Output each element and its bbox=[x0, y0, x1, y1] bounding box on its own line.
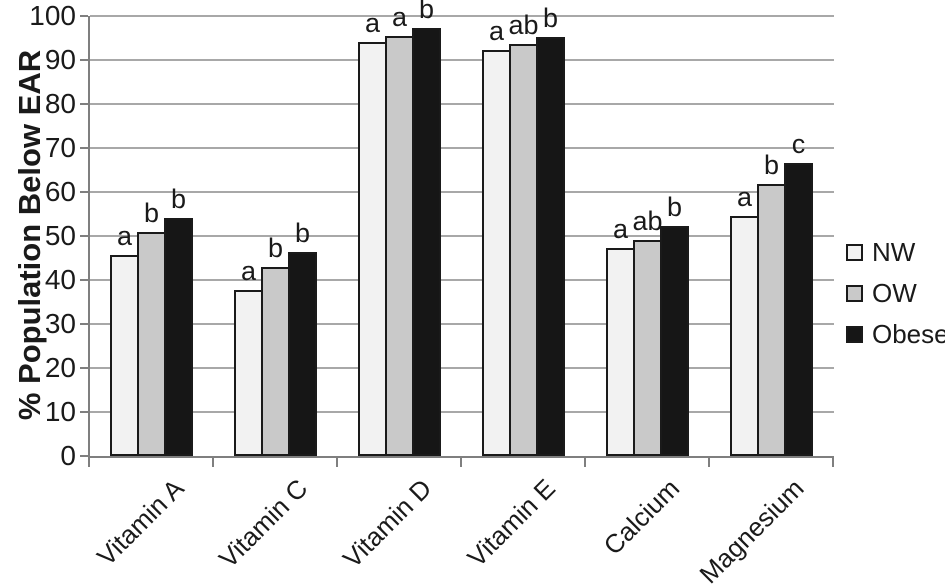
sig-letter: b bbox=[170, 184, 187, 215]
legend-swatch-nw bbox=[846, 243, 863, 261]
bar-obese-magnesium bbox=[784, 163, 813, 456]
y-tick-label: 100 bbox=[29, 0, 76, 31]
x-axis-tick bbox=[212, 458, 214, 467]
sig-letter: a bbox=[488, 15, 505, 46]
y-axis-tick bbox=[80, 235, 88, 237]
x-axis-tick bbox=[336, 458, 338, 467]
y-axis-line bbox=[88, 16, 90, 458]
legend: NW OW Obese bbox=[846, 236, 945, 359]
gridline bbox=[90, 59, 834, 61]
sig-letter: b bbox=[418, 0, 435, 25]
y-axis-tick bbox=[80, 191, 88, 193]
y-axis-tick bbox=[80, 367, 88, 369]
y-axis-tick bbox=[80, 59, 88, 61]
sig-letter: b bbox=[143, 198, 160, 229]
y-tick-label: 20 bbox=[44, 352, 76, 383]
gridline bbox=[90, 147, 834, 149]
x-category-label-vitamin-e: Vitamin E bbox=[461, 473, 562, 573]
y-tick-label: 70 bbox=[44, 132, 76, 163]
gridline bbox=[90, 367, 834, 369]
y-tick-label: 30 bbox=[44, 308, 76, 339]
bar-nw-vitamin-a bbox=[110, 254, 139, 456]
gridline bbox=[90, 323, 834, 325]
x-axis-tick bbox=[708, 458, 710, 467]
y-axis-tick bbox=[80, 103, 88, 105]
y-tick-label: 60 bbox=[44, 176, 76, 207]
bar-nw-calcium bbox=[606, 247, 635, 456]
legend-label-ow: OW bbox=[872, 278, 917, 308]
gridline bbox=[90, 411, 834, 413]
y-tick-label: 40 bbox=[44, 264, 76, 295]
sig-letter: c bbox=[791, 129, 806, 160]
y-tick-label: 0 bbox=[60, 440, 76, 471]
x-axis-line bbox=[88, 456, 834, 458]
sig-letter: b bbox=[542, 2, 559, 33]
bar-nw-vitamin-c bbox=[234, 289, 263, 456]
x-axis-tick bbox=[460, 458, 462, 467]
bar-obese-vitamin-c bbox=[288, 251, 317, 456]
y-tick-label: 10 bbox=[44, 396, 76, 427]
sig-letter: a bbox=[240, 255, 257, 286]
bar-ow-magnesium bbox=[757, 184, 786, 456]
gridline bbox=[90, 15, 834, 17]
bar-obese-vitamin-d bbox=[412, 28, 441, 456]
x-category-label-calcium: Calcium bbox=[597, 473, 686, 561]
bar-nw-magnesium bbox=[730, 216, 759, 456]
gridline bbox=[90, 103, 834, 105]
legend-swatch-obese bbox=[846, 325, 863, 343]
gridline bbox=[90, 235, 834, 237]
bar-ow-vitamin-a bbox=[137, 232, 166, 456]
y-axis-tick bbox=[80, 279, 88, 281]
x-axis-tick bbox=[88, 458, 90, 467]
x-category-label-vitamin-a: Vitamin A bbox=[90, 473, 190, 572]
y-axis-tick bbox=[80, 411, 88, 413]
sig-letter: a bbox=[116, 220, 133, 251]
x-axis-tick bbox=[584, 458, 586, 467]
sig-letter: a bbox=[612, 213, 629, 244]
bar-obese-vitamin-a bbox=[164, 218, 193, 456]
sig-letter: a bbox=[391, 1, 408, 32]
bar-nw-vitamin-d bbox=[358, 41, 387, 456]
sig-letter: ab bbox=[508, 9, 539, 40]
bar-obese-calcium bbox=[660, 226, 689, 456]
y-axis-tick bbox=[80, 455, 88, 457]
legend-label-obese: Obese bbox=[872, 319, 945, 349]
legend-item-obese: Obese bbox=[846, 318, 945, 350]
sig-letter: ab bbox=[632, 205, 663, 236]
bar-ow-calcium bbox=[633, 239, 662, 456]
x-axis-tick bbox=[832, 458, 834, 467]
legend-item-ow: OW bbox=[846, 277, 945, 309]
y-tick-label: 80 bbox=[44, 88, 76, 119]
bar-ow-vitamin-d bbox=[385, 35, 414, 456]
legend-item-nw: NW bbox=[846, 236, 945, 268]
y-axis-tick bbox=[80, 15, 88, 17]
sig-letter: b bbox=[267, 232, 284, 263]
legend-swatch-ow bbox=[846, 284, 863, 302]
y-tick-label: 90 bbox=[44, 44, 76, 75]
bar-nw-vitamin-e bbox=[482, 49, 511, 456]
bar-ow-vitamin-c bbox=[261, 266, 290, 456]
gridline bbox=[90, 191, 834, 193]
bar-ow-vitamin-e bbox=[509, 43, 538, 456]
sig-letter: b bbox=[294, 217, 311, 248]
x-category-label-vitamin-c: Vitamin C bbox=[212, 473, 314, 574]
sig-letter: b bbox=[763, 150, 780, 181]
x-category-label-magnesium: Magnesium bbox=[692, 473, 810, 585]
sig-letter: b bbox=[666, 192, 683, 223]
y-axis-tick bbox=[80, 147, 88, 149]
bar-obese-vitamin-e bbox=[536, 36, 565, 456]
sig-letter: a bbox=[736, 182, 753, 213]
y-axis-tick bbox=[80, 323, 88, 325]
x-category-label-vitamin-d: Vitamin D bbox=[336, 473, 438, 574]
sig-letter: a bbox=[364, 7, 381, 38]
y-tick-label: 50 bbox=[44, 220, 76, 251]
legend-label-nw: NW bbox=[872, 237, 916, 267]
gridline bbox=[90, 279, 834, 281]
